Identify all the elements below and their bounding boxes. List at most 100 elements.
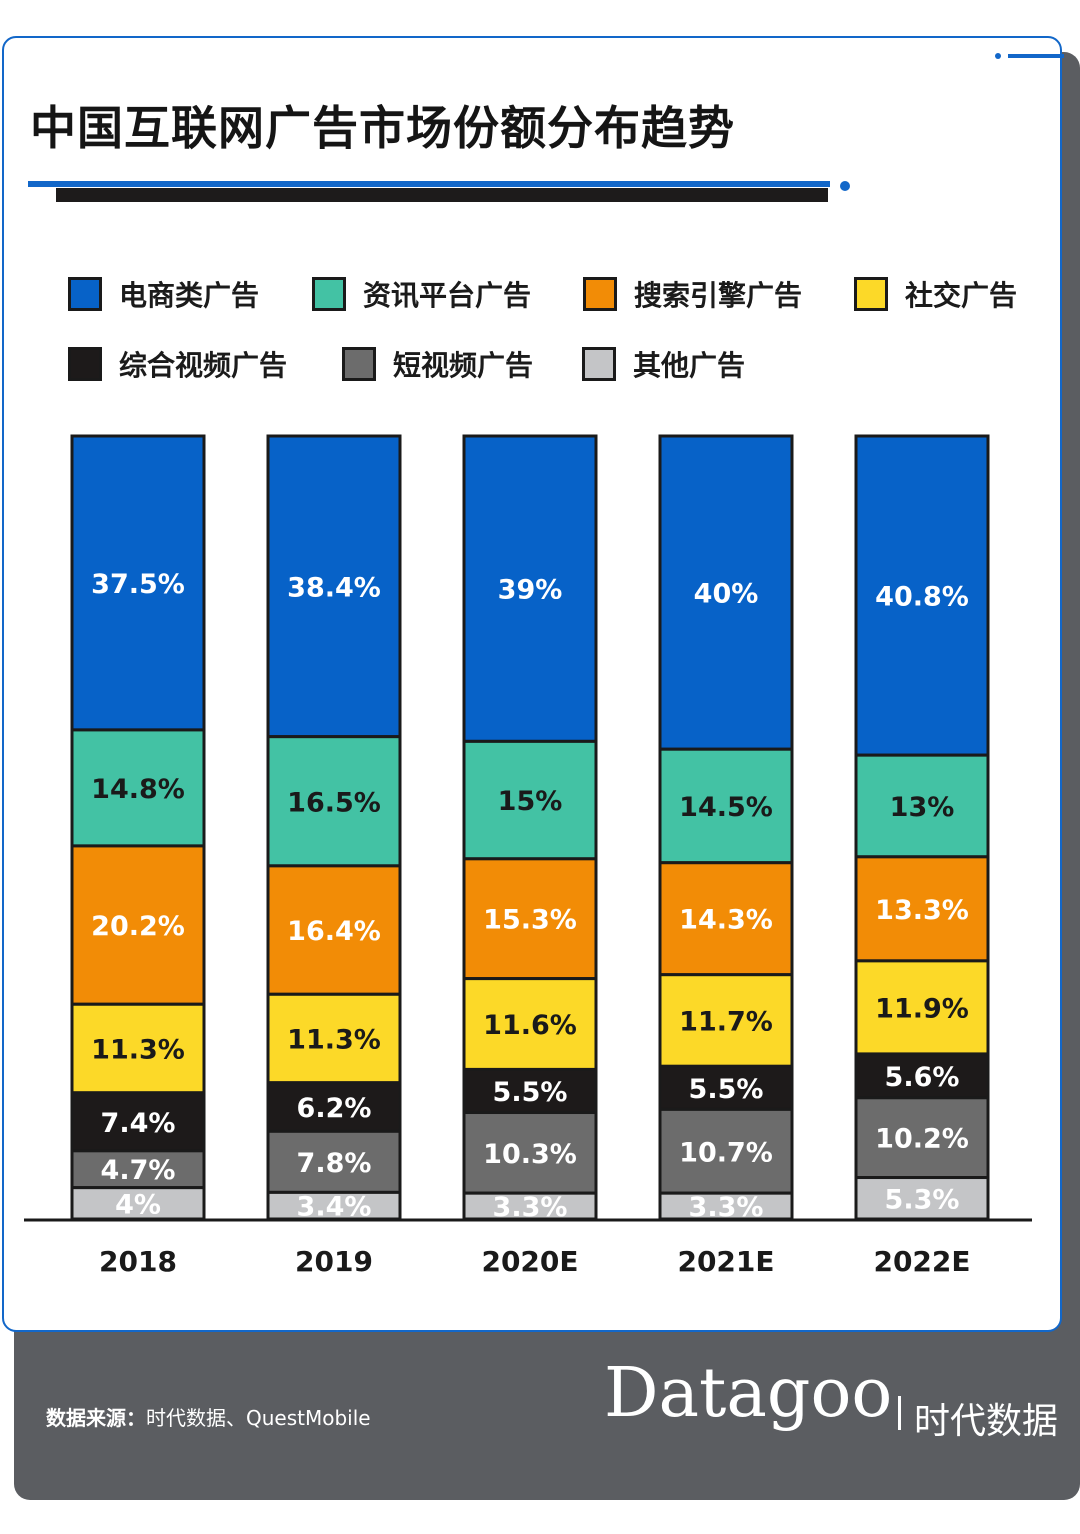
title-underline-blue (28, 181, 830, 187)
data-label: 3.3% (493, 1192, 568, 1223)
data-label: 5.5% (689, 1074, 764, 1105)
data-label: 40% (694, 579, 759, 610)
x-tick-label: 2021E (677, 1245, 774, 1278)
legend-label: 搜索引擎广告 (634, 279, 803, 312)
x-tick-label: 2022E (873, 1245, 970, 1278)
data-label: 4.7% (101, 1155, 176, 1186)
bar-segment (462, 434, 598, 743)
bar-segment (462, 1111, 598, 1195)
bar-segment (658, 747, 794, 865)
bar-segment (658, 1107, 794, 1195)
data-label: 7.8% (297, 1148, 372, 1179)
bar-segment (266, 1081, 402, 1133)
data-label: 40.8% (875, 582, 969, 613)
bar-segment (266, 992, 402, 1085)
x-tick-label: 2018 (99, 1245, 177, 1278)
bar-segment (70, 1091, 206, 1153)
data-label: 15.3% (483, 905, 577, 936)
legend-swatch (68, 347, 102, 381)
title-underline-dot (840, 181, 850, 191)
stacked-bar-chart: 37.5% 14.8% 20.2% 11.3% 7.4% 4.7%4% 2018 38.4% 1… (24, 434, 1032, 1278)
data-label: 10.7% (679, 1137, 773, 1168)
data-label: 14.5% (679, 792, 773, 823)
bar-segment (266, 864, 402, 996)
data-label: 38.4% (287, 572, 381, 603)
bar-segment (266, 735, 402, 868)
bar-segment (70, 1002, 206, 1095)
legend-item: 电商类广告 (68, 274, 259, 314)
bar-segment (854, 753, 990, 859)
data-label: 20.2% (91, 911, 185, 942)
data-label: 5.5% (493, 1077, 568, 1108)
data-label: 5.3% (885, 1184, 960, 1215)
brand-name: 时代数据 (914, 1401, 1059, 1442)
legend-label: 社交广告 (905, 279, 1018, 312)
source-note: 数据来源：时代数据、QuestMobile (46, 1402, 371, 1431)
data-label: 11.9% (875, 993, 969, 1024)
source-label: 数据来源： (46, 1406, 146, 1430)
decor-dot (995, 53, 1001, 59)
data-label: 14.3% (679, 905, 773, 936)
chart-title: 中国互联网广告市场份额分布趋势 (30, 101, 735, 155)
legend-label: 综合视频广告 (119, 349, 288, 382)
bar-segment (854, 1052, 990, 1100)
data-label: 3.4% (297, 1192, 372, 1223)
bar-segment (266, 1129, 402, 1194)
bar-segment (462, 1191, 598, 1221)
bar-segment (266, 434, 402, 739)
logo-separator (898, 1396, 901, 1430)
legend-item: 短视频广告 (342, 344, 533, 384)
data-label: 13.3% (875, 895, 969, 926)
bar-segment (462, 857, 598, 981)
bar-segment (462, 1067, 598, 1115)
data-label: 10.3% (483, 1139, 577, 1170)
bar-segment (854, 959, 990, 1056)
data-label: 11.7% (679, 1007, 773, 1038)
source-text: 时代数据、QuestMobile (146, 1406, 371, 1430)
title-underline-black (56, 188, 828, 202)
bar-segment (266, 1190, 402, 1221)
legend-item: 资讯平台广告 (312, 274, 531, 314)
data-label: 16.4% (287, 916, 381, 947)
datagoo-logo: Datagoo (604, 1354, 893, 1433)
bar-segment (70, 844, 206, 1006)
legend-item: 综合视频广告 (68, 344, 287, 384)
legend-swatch (583, 277, 617, 311)
bar-segment (854, 855, 990, 963)
x-tick-label: 2020E (481, 1245, 578, 1278)
data-label: 39% (498, 575, 563, 606)
legend-item: 社交广告 (854, 274, 1017, 314)
data-label: 11.6% (483, 1010, 577, 1041)
decor-line (1008, 54, 1064, 58)
legend-item: 其他广告 (582, 344, 745, 384)
data-label: 5.6% (885, 1062, 960, 1093)
legend-label: 短视频广告 (393, 349, 534, 382)
data-label: 6.2% (297, 1093, 372, 1124)
data-label: 4% (115, 1189, 161, 1220)
x-tick-label: 2019 (295, 1245, 373, 1278)
bar-segment (854, 1096, 990, 1180)
legend-label: 电商类广告 (119, 279, 260, 312)
data-label: 37.5% (91, 569, 185, 600)
data-label: 3.3% (689, 1192, 764, 1223)
legend-swatch (582, 347, 616, 381)
legend-label: 资讯平台广告 (363, 279, 532, 312)
bar-segment (658, 1064, 794, 1111)
data-label: 14.8% (91, 774, 185, 805)
legend-label: 其他广告 (633, 349, 746, 382)
bar-segment (854, 1176, 990, 1221)
legend-item: 搜索引擎广告 (583, 274, 802, 314)
data-label: 16.5% (287, 787, 381, 818)
legend-swatch (854, 277, 888, 311)
data-label: 11.3% (91, 1035, 185, 1066)
data-label: 15% (498, 786, 563, 817)
legend-swatch (342, 347, 376, 381)
bar-segment (70, 728, 206, 848)
data-label: 7.4% (101, 1108, 176, 1139)
data-label: 10.2% (875, 1124, 969, 1155)
bar-segment (70, 434, 206, 732)
legend-swatch (68, 277, 102, 311)
data-label: 13% (890, 792, 955, 823)
legend-swatch (312, 277, 346, 311)
data-label: 11.3% (287, 1025, 381, 1056)
